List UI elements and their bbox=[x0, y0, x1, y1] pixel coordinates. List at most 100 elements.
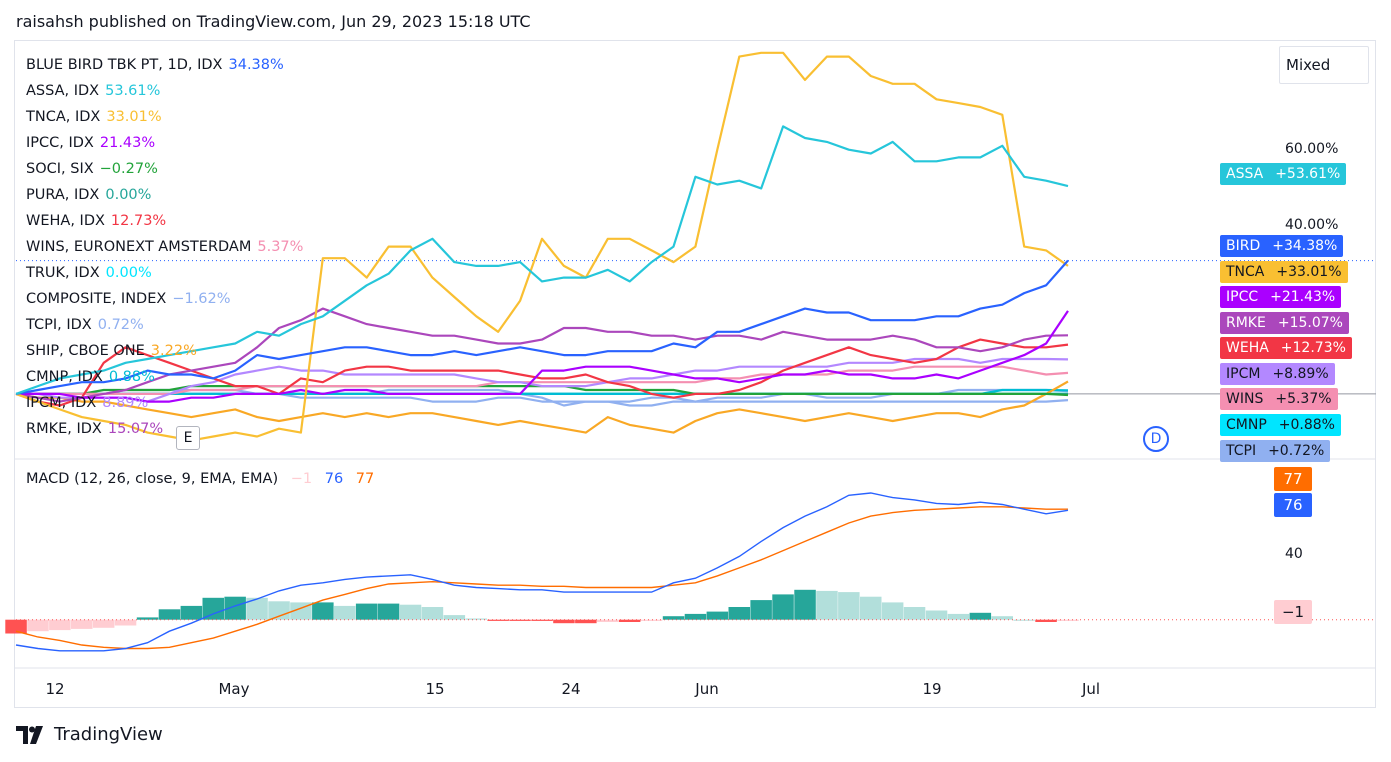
legend-value: 53.61% bbox=[105, 83, 161, 99]
scale-mode-button[interactable]: Mixed bbox=[1279, 46, 1369, 84]
legend-row[interactable]: WEHA, IDX 12.73% bbox=[26, 208, 303, 234]
macd-hist-bar bbox=[312, 602, 334, 620]
series-line-wins[interactable] bbox=[16, 365, 1069, 395]
macd-label: MACD (12, 26, close, 9, EMA, EMA) bbox=[26, 471, 279, 487]
badge-value: +0.72% bbox=[1262, 440, 1331, 462]
macd-signal-line[interactable] bbox=[15, 506, 1068, 650]
dividend-marker[interactable]: D bbox=[1143, 426, 1169, 452]
macd-hist-bar bbox=[443, 615, 466, 620]
series-line-ship[interactable] bbox=[15, 380, 1069, 434]
series-line-bird[interactable] bbox=[15, 259, 1069, 395]
legend-row[interactable]: WINS, EURONEXT AMSTERDAM 5.37% bbox=[26, 234, 303, 260]
macd-hist-bar bbox=[575, 619, 597, 624]
badge-symbol: IPCC bbox=[1220, 286, 1265, 308]
brand-name: TradingView bbox=[54, 724, 163, 745]
macd-tick: 40 bbox=[1285, 546, 1303, 562]
legend-row[interactable]: TRUK, IDX 0.00% bbox=[26, 260, 303, 286]
publisher-caption: raisahsh published on TradingView.com, J… bbox=[16, 12, 531, 31]
legend-symbol: WINS, EURONEXT AMSTERDAM bbox=[26, 239, 252, 255]
macd-hist-bar bbox=[377, 603, 400, 620]
series-line-rmke[interactable] bbox=[15, 307, 1069, 403]
series-badge: WEHA +12.73% bbox=[1220, 337, 1352, 359]
macd-hist-bar bbox=[246, 597, 268, 620]
badge-symbol: IPCM bbox=[1220, 363, 1267, 385]
macd-legend: MACD (12, 26, close, 9, EMA, EMA) −1 76 … bbox=[26, 471, 374, 487]
series-badge: IPCC +21.43% bbox=[1220, 286, 1342, 308]
badge-value: +0.88% bbox=[1272, 414, 1341, 436]
legend-symbol: ASSA, IDX bbox=[26, 83, 100, 99]
legend-row[interactable]: RMKE, IDX 15.07% bbox=[26, 416, 303, 442]
chart-canvas[interactable] bbox=[0, 0, 1391, 710]
macd-line-value: 76 bbox=[324, 471, 344, 487]
macd-hist-value: −1 bbox=[290, 471, 313, 487]
macd-hist-bar bbox=[618, 619, 641, 622]
macd-hist-bar bbox=[772, 594, 794, 620]
badge-symbol: TNCA bbox=[1220, 261, 1271, 283]
badge-value: +5.37% bbox=[1269, 388, 1338, 410]
legend-row[interactable]: COMPOSITE, INDEX −1.62% bbox=[26, 286, 303, 312]
legend-value: 21.43% bbox=[99, 135, 156, 151]
macd-line[interactable] bbox=[15, 492, 1069, 652]
macd-signal-value: 77 bbox=[355, 471, 375, 487]
macd-hist-bar bbox=[180, 605, 203, 620]
macd-hist-bar bbox=[640, 619, 663, 621]
earnings-marker[interactable]: E bbox=[176, 426, 200, 450]
legend-symbol: IPCM, IDX bbox=[26, 395, 97, 411]
x-tick-label: Jun bbox=[695, 680, 719, 698]
footer-brand[interactable]: TradingView bbox=[16, 724, 163, 745]
macd-hist-bar bbox=[816, 590, 838, 620]
legend-value: 3.22% bbox=[150, 343, 197, 359]
legend-value: 5.37% bbox=[257, 239, 304, 255]
macd-hist-bar bbox=[224, 596, 246, 620]
badge-value: +34.38% bbox=[1266, 235, 1344, 257]
legend-row[interactable]: TNCA, IDX 33.01% bbox=[26, 104, 303, 130]
x-tick-label: 24 bbox=[561, 680, 581, 698]
x-tick-label: May bbox=[218, 680, 250, 698]
legend-value: 0.88% bbox=[108, 369, 155, 385]
macd-hist-bar bbox=[399, 604, 422, 620]
legend-row[interactable]: BLUE BIRD TBK PT, 1D, IDX 34.38% bbox=[26, 52, 303, 78]
series-line-ipcm[interactable] bbox=[16, 357, 1069, 403]
legend-value: 0.00% bbox=[105, 187, 152, 203]
badge-value: +15.07% bbox=[1271, 312, 1349, 334]
badge-symbol: RMKE bbox=[1220, 312, 1272, 334]
series-badge: IPCM +8.89% bbox=[1220, 363, 1335, 385]
macd-hist-bar bbox=[136, 617, 159, 620]
legend-symbol: TRUK, IDX bbox=[26, 265, 100, 281]
macd-hist-bar bbox=[684, 613, 707, 620]
series-line-assa[interactable] bbox=[15, 125, 1069, 395]
macd-hist-bar bbox=[355, 603, 378, 620]
legend-value: 15.07% bbox=[107, 421, 164, 437]
badge-value: +33.01% bbox=[1270, 261, 1348, 283]
macd-hist-bar bbox=[860, 596, 882, 620]
macd-hist-bar bbox=[5, 619, 27, 634]
series-line-ipcc[interactable] bbox=[16, 310, 1069, 403]
price-tick: 60.00% bbox=[1285, 141, 1339, 157]
x-tick-label: 12 bbox=[45, 680, 65, 698]
legend-row[interactable]: TCPI, IDX 0.72% bbox=[26, 312, 303, 338]
price-tick: 40.00% bbox=[1285, 217, 1339, 233]
badge-value: +12.73% bbox=[1274, 337, 1352, 359]
macd-hist-badge: −1 bbox=[1274, 600, 1312, 624]
legend-symbol: SOCI, SIX bbox=[26, 161, 94, 177]
badge-symbol: BIRD bbox=[1220, 235, 1267, 257]
legend-row[interactable]: CMNP, IDX 0.88% bbox=[26, 364, 303, 390]
legend-row[interactable]: PURA, IDX 0.00% bbox=[26, 182, 303, 208]
badge-symbol: CMNP bbox=[1220, 414, 1273, 436]
symbol-legend: BLUE BIRD TBK PT, 1D, IDX 34.38% ASSA, IDX… bbox=[26, 52, 303, 442]
badge-symbol: TCPI bbox=[1220, 440, 1263, 462]
legend-row[interactable]: ASSA, IDX 53.61% bbox=[26, 78, 303, 104]
macd-hist-bar bbox=[114, 619, 137, 626]
legend-row[interactable]: SHIP, CBOE ONE 3.22% bbox=[26, 338, 303, 364]
macd-histogram bbox=[5, 589, 1376, 634]
legend-row[interactable]: IPCC, IDX 21.43% bbox=[26, 130, 303, 156]
legend-row[interactable]: SOCI, SIX −0.27% bbox=[26, 156, 303, 182]
macd-hist-bar bbox=[465, 618, 487, 620]
x-tick-label: 15 bbox=[425, 680, 445, 698]
chart-frame bbox=[14, 40, 1376, 708]
legend-row[interactable]: IPCM, IDX 8.89% bbox=[26, 390, 303, 416]
series-badge: WINS +5.37% bbox=[1220, 388, 1338, 410]
macd-hist-bar bbox=[991, 616, 1013, 620]
macd-hist-bar bbox=[706, 611, 729, 620]
badge-value: +53.61% bbox=[1269, 163, 1347, 185]
